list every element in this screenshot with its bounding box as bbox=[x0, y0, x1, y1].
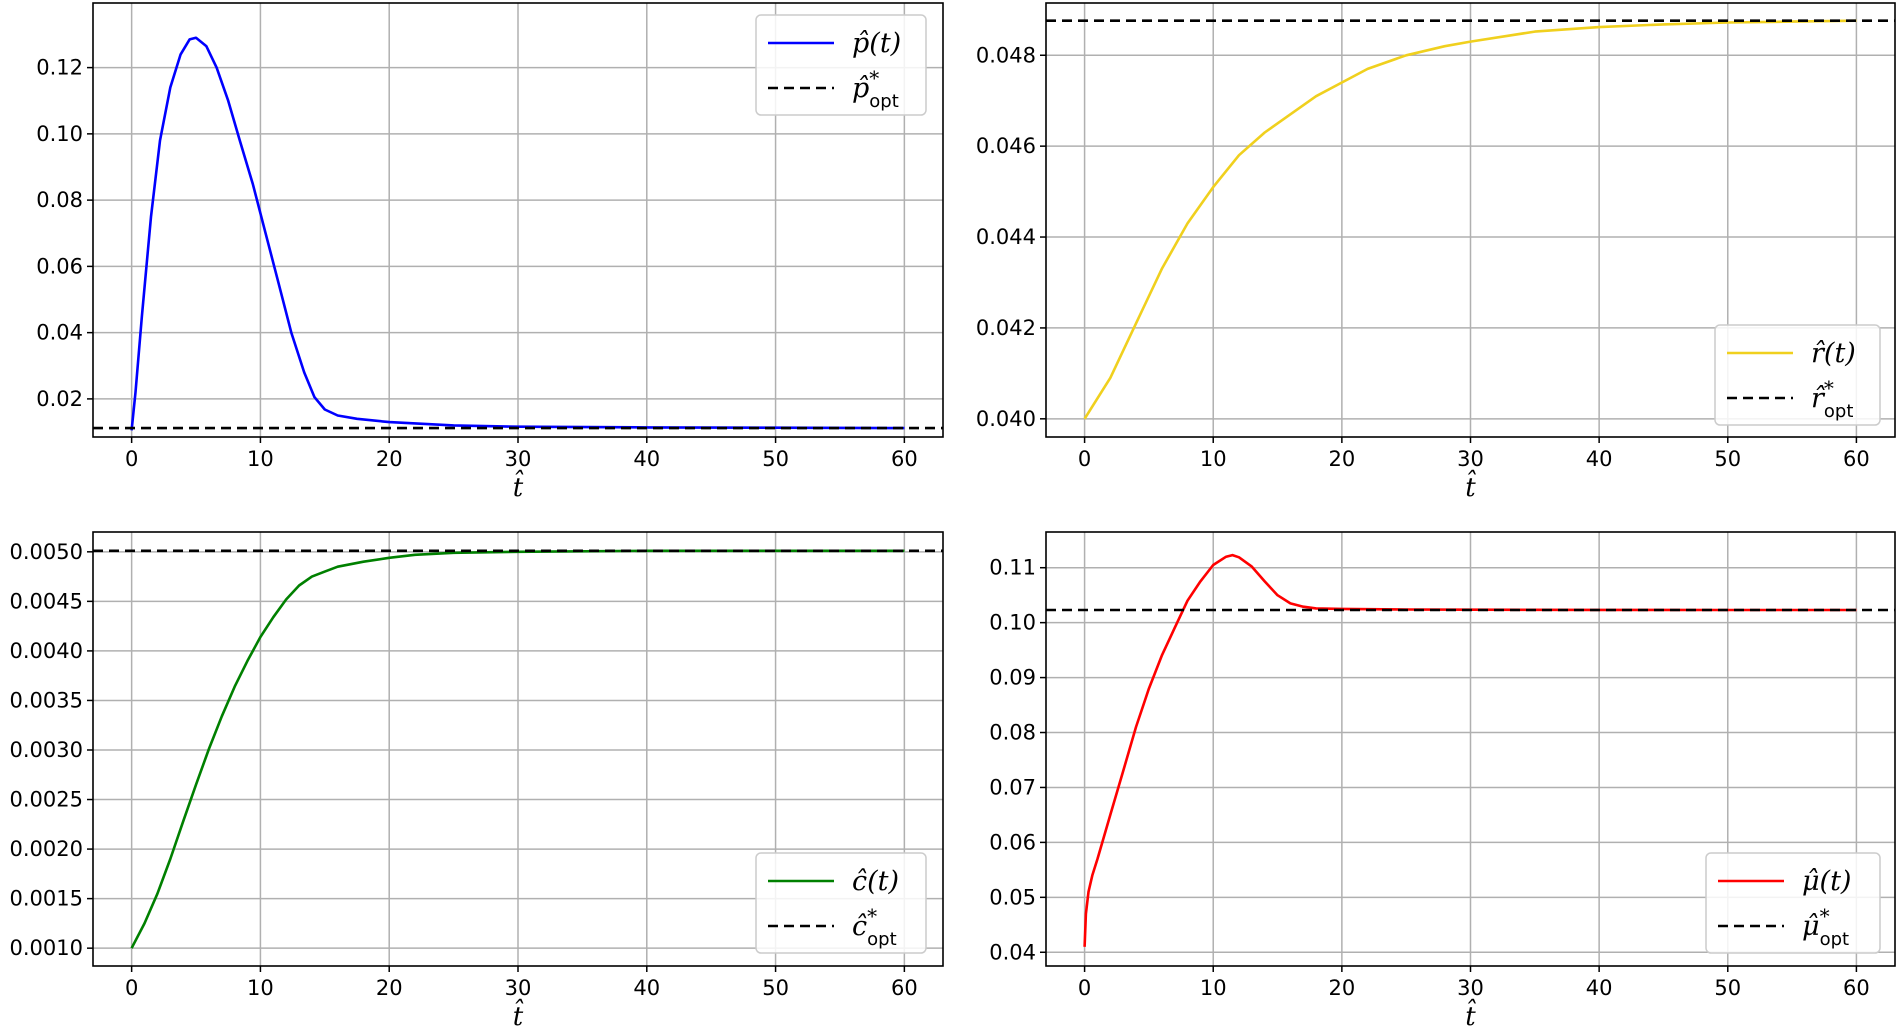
y-tick-label: 0.07 bbox=[989, 775, 1036, 799]
x-tick-label: 50 bbox=[762, 447, 789, 471]
x-tick-label: 20 bbox=[1328, 447, 1355, 471]
legend-label: r̂(t) bbox=[1811, 338, 1856, 369]
x-tick-label: 10 bbox=[1200, 976, 1227, 1000]
x-tick-label: 40 bbox=[1586, 976, 1613, 1000]
series-line bbox=[1083, 19, 1857, 420]
y-tick-label: 0.040 bbox=[976, 407, 1036, 431]
y-tick-label: 0.04 bbox=[36, 321, 83, 345]
y-tick-label: 0.02 bbox=[36, 387, 83, 411]
x-tick-label: 10 bbox=[1200, 447, 1227, 471]
y-tick-label: 0.04 bbox=[989, 940, 1036, 964]
y-tick-label: 0.10 bbox=[989, 611, 1036, 635]
series-line bbox=[130, 36, 905, 431]
y-tick-label: 0.044 bbox=[976, 225, 1036, 249]
y-tick-label: 0.05 bbox=[989, 885, 1036, 909]
legend-label: ĉ(t) bbox=[852, 866, 899, 897]
x-axis-label: t̂ bbox=[513, 469, 525, 503]
axes-frame bbox=[1045, 2, 1896, 438]
y-tick-label: 0.10 bbox=[36, 122, 83, 146]
x-tick-label: 60 bbox=[1843, 976, 1870, 1000]
x-tick-label: 40 bbox=[633, 447, 660, 471]
x-tick-label: 60 bbox=[891, 447, 918, 471]
y-tick-label: 0.0050 bbox=[10, 540, 83, 564]
x-axis-label: t̂ bbox=[513, 998, 525, 1030]
y-tick-label: 0.0030 bbox=[10, 738, 83, 762]
y-tick-label: 0.0040 bbox=[10, 639, 83, 663]
x-tick-label: 10 bbox=[247, 976, 274, 1000]
y-tick-label: 0.08 bbox=[36, 188, 83, 212]
x-tick-label: 0 bbox=[1078, 976, 1091, 1000]
x-tick-label: 0 bbox=[1078, 447, 1091, 471]
y-tick-label: 0.06 bbox=[989, 830, 1036, 854]
x-tick-label: 20 bbox=[376, 976, 403, 1000]
legend: p̂(t)p̂* opt bbox=[755, 14, 927, 116]
y-tick-label: 0.08 bbox=[989, 721, 1036, 745]
axes-frame bbox=[92, 531, 944, 967]
y-tick-label: 0.0015 bbox=[10, 887, 83, 911]
axes-frame bbox=[1045, 531, 1896, 967]
x-tick-label: 0 bbox=[125, 447, 138, 471]
x-tick-label: 30 bbox=[505, 447, 532, 471]
series-line bbox=[130, 549, 905, 949]
x-axis-label: t̂ bbox=[1465, 469, 1477, 503]
y-tick-label: 0.0020 bbox=[10, 837, 83, 861]
x-tick-label: 50 bbox=[1714, 447, 1741, 471]
legend-label: μ̂(t) bbox=[1802, 866, 1851, 897]
y-tick-label: 0.09 bbox=[989, 666, 1036, 690]
y-tick-label: 0.048 bbox=[976, 43, 1036, 67]
x-tick-label: 30 bbox=[1457, 976, 1484, 1000]
x-tick-label: 30 bbox=[1457, 447, 1484, 471]
y-tick-label: 0.0025 bbox=[10, 788, 83, 812]
x-tick-label: 0 bbox=[125, 976, 138, 1000]
panel-r-hat: 0 10 20 30 40 50 60 0.040 0.042 0.044 0.046 0.048 t̂… bbox=[976, 2, 1896, 503]
y-tick-label: 0.0045 bbox=[10, 589, 83, 613]
x-tick-label: 50 bbox=[762, 976, 789, 1000]
x-tick-label: 40 bbox=[1586, 447, 1613, 471]
x-tick-label: 60 bbox=[891, 976, 918, 1000]
y-tick-label: 0.12 bbox=[36, 56, 83, 80]
y-tick-label: 0.042 bbox=[976, 316, 1036, 340]
panel-mu-hat: 0 10 20 30 40 50 60 0.04 0.05 0.06 0.07 0.08 0.09 0.1… bbox=[989, 531, 1896, 1030]
axes-frame bbox=[92, 2, 944, 438]
legend-label: p̂(t) bbox=[852, 28, 901, 59]
y-tick-label: 0.0010 bbox=[10, 936, 83, 960]
x-tick-label: 20 bbox=[376, 447, 403, 471]
x-tick-label: 20 bbox=[1328, 976, 1355, 1000]
x-tick-label: 50 bbox=[1714, 976, 1741, 1000]
x-tick-label: 30 bbox=[505, 976, 532, 1000]
y-tick-label: 0.046 bbox=[976, 134, 1036, 158]
y-tick-label: 0.11 bbox=[989, 556, 1036, 580]
legend: ĉ(t)ĉ* opt bbox=[755, 852, 927, 954]
x-axis-label: t̂ bbox=[1465, 998, 1477, 1030]
y-tick-label: 0.0035 bbox=[10, 688, 83, 712]
legend: r̂(t)r̂* opt bbox=[1714, 324, 1881, 426]
x-tick-label: 10 bbox=[247, 447, 274, 471]
x-tick-label: 40 bbox=[633, 976, 660, 1000]
x-tick-label: 60 bbox=[1843, 447, 1870, 471]
panel-p-hat: 0 10 20 30 40 50 60 0.02 0.04 0.06 0.08 0.10 0.12 t̂ p… bbox=[36, 2, 944, 503]
y-tick-label: 0.06 bbox=[36, 254, 83, 278]
legend: μ̂(t)μ̂* opt bbox=[1705, 852, 1881, 954]
panel-c-hat: 0 10 20 30 40 50 60 0.0010 0.0015 0.0020 0.0025 0.0… bbox=[10, 531, 944, 1030]
